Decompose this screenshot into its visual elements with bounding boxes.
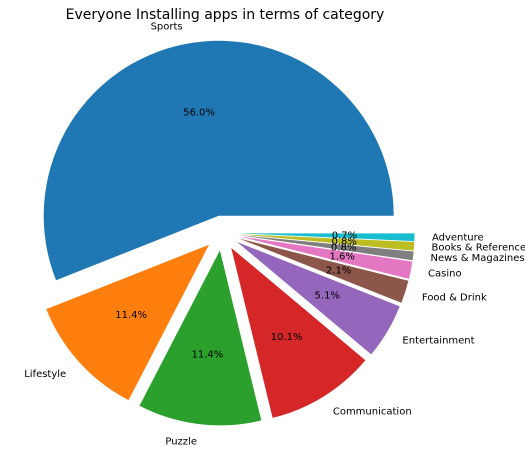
- pie-slice-entertainment: [237, 241, 400, 355]
- pie-slice-puzzle: [139, 250, 262, 426]
- category-label-communication: Communication: [333, 406, 412, 417]
- category-label-entertainment: Entertainment: [402, 335, 474, 346]
- pie-slice-news-magazines: [239, 235, 414, 261]
- pie-slice-food-drink: [238, 238, 409, 303]
- pie-slice-books-reference: [239, 234, 415, 251]
- chart-title: Everyone Installing apps in terms of cat…: [66, 7, 385, 23]
- category-label-food-drink: Food & Drink: [422, 292, 487, 303]
- pie-slice-sports: [43, 40, 394, 281]
- pie-slice-lifestyle: [46, 244, 210, 401]
- percent-label-casino: 1.6%: [329, 252, 354, 263]
- percent-label-lifestyle: 11.4%: [115, 310, 147, 321]
- percent-label-adventure: 0.7%: [332, 231, 357, 242]
- percent-label-news-magazines: 0.8%: [331, 243, 356, 254]
- percent-label-sports: 56.0%: [183, 108, 215, 119]
- pie-slice-communication: [231, 247, 366, 418]
- percent-label-puzzle: 11.4%: [192, 350, 224, 361]
- pie-slices: [43, 40, 415, 426]
- percent-label-books-reference: 0.8%: [332, 236, 357, 247]
- category-label-news-magazines: News & Magazines: [431, 253, 525, 264]
- category-label-puzzle: Puzzle: [165, 437, 197, 448]
- pie-slice-casino: [239, 236, 413, 279]
- pie-labels: Sports 56.0% Lifestyle 11.4% Puzzle 11.4% Comm…: [24, 22, 525, 448]
- pie-slice-adventure: [239, 233, 415, 242]
- category-label-adventure: Adventure: [432, 233, 484, 244]
- category-label-lifestyle: Lifestyle: [24, 369, 66, 380]
- percent-label-food-drink: 2.1%: [326, 265, 351, 276]
- percent-label-entertainment: 5.1%: [315, 291, 340, 302]
- percent-label-communication: 10.1%: [271, 332, 303, 343]
- category-label-books-reference: Books & Reference: [431, 243, 525, 254]
- category-label-casino: Casino: [428, 269, 462, 280]
- category-label-sports: Sports: [151, 22, 183, 33]
